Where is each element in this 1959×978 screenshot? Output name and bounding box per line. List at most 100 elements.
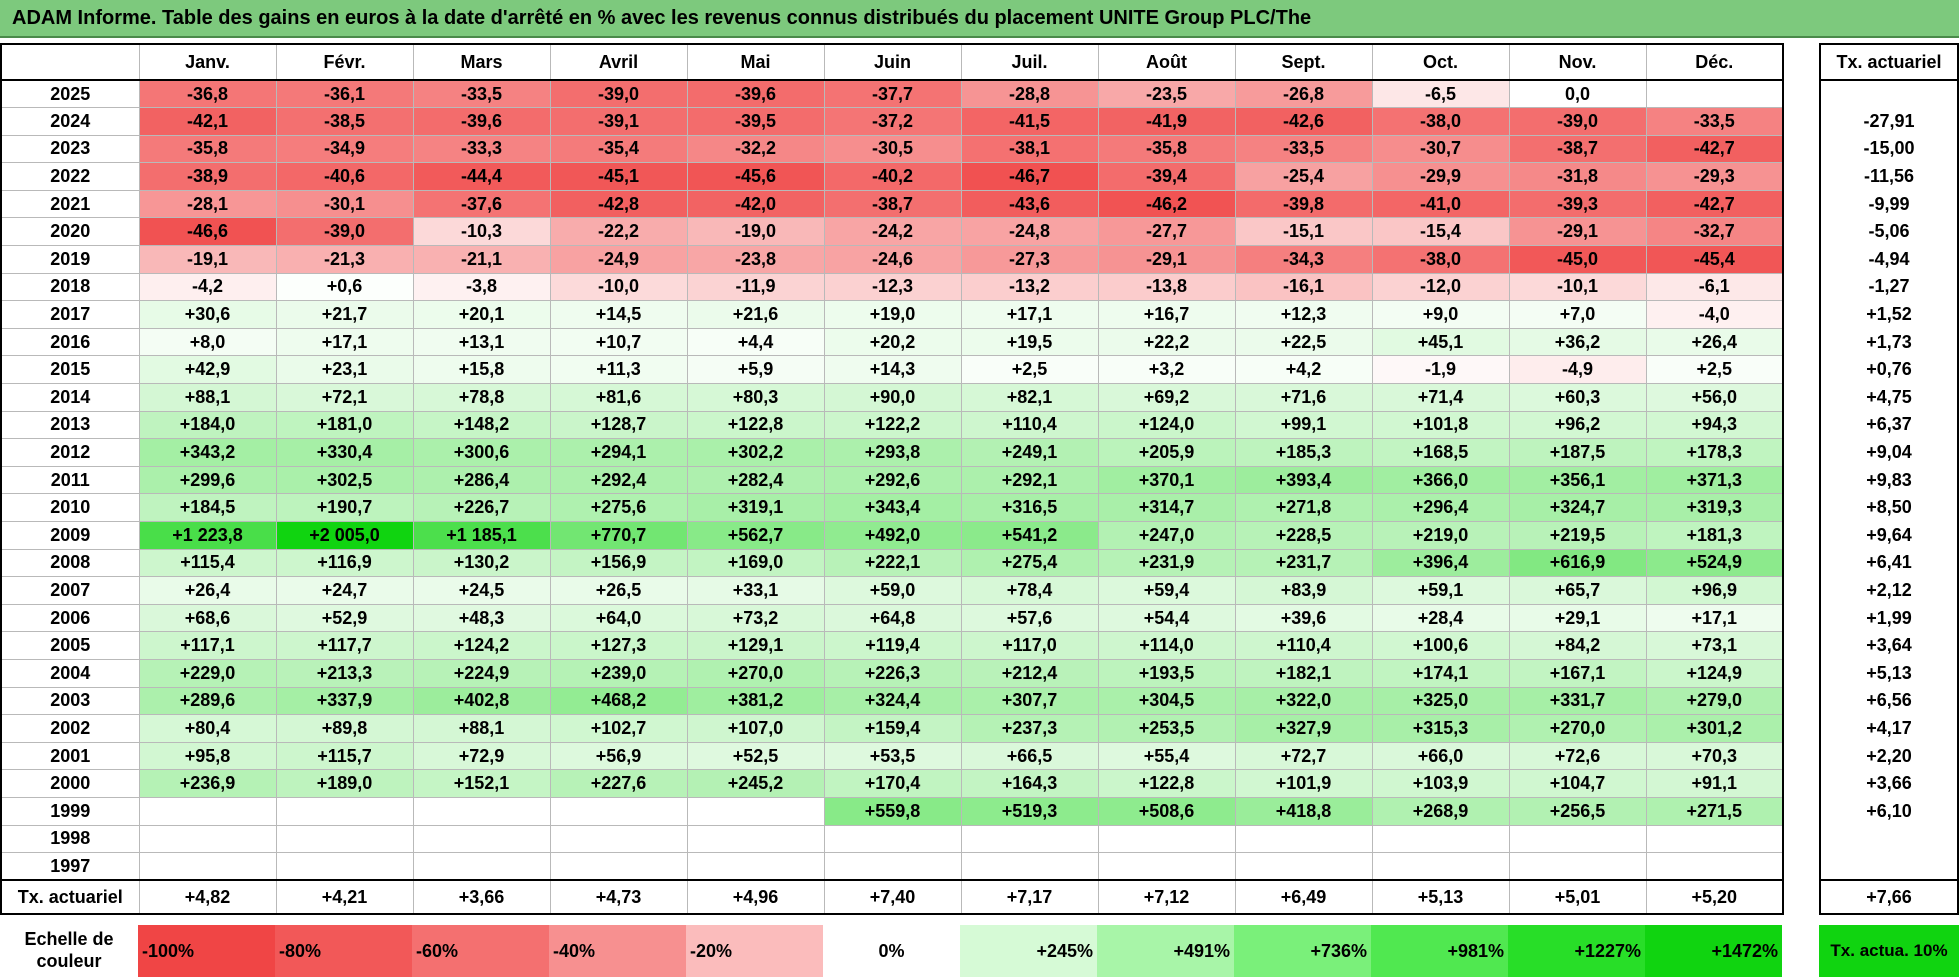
gain-cell: +301,2 bbox=[1645, 714, 1784, 743]
gain-cell: +101,9 bbox=[1234, 769, 1373, 798]
year-label: 2010 bbox=[0, 493, 140, 522]
year-row: 2021 -28,1 -30,1 -37,6 -42,8 -42,0 -38,7 -43,6-… bbox=[0, 189, 1784, 219]
gain-cell: +115,4 bbox=[138, 548, 277, 578]
gain-cell: +271,8 bbox=[1234, 493, 1373, 522]
gain-cell: +156,9 bbox=[549, 548, 688, 578]
gain-cell: +33,1 bbox=[686, 576, 825, 605]
gain-cell: +68,6 bbox=[138, 603, 277, 633]
year-row: 1997 bbox=[0, 852, 1784, 881]
gain-cell: -4,9 bbox=[1508, 355, 1647, 385]
gain-cell: +4,4 bbox=[686, 327, 825, 357]
actuarial-body: -27,91 -15,00 -11,56 -9,99 -5,06 -4,94 -1,27 +1… bbox=[1820, 80, 1958, 880]
gain-cell: -29,3 bbox=[1645, 162, 1784, 191]
year-label: 2003 bbox=[0, 686, 140, 716]
gain-cell: -43,6 bbox=[960, 189, 1099, 219]
gain-cell: +237,3 bbox=[960, 714, 1099, 743]
gain-cell: -15,1 bbox=[1234, 217, 1373, 247]
gain-cell: +64,0 bbox=[549, 603, 688, 633]
gain-cell bbox=[549, 824, 688, 854]
year-label: 2024 bbox=[0, 107, 140, 136]
gain-cell: +296,4 bbox=[1371, 493, 1510, 522]
gain-cell: +190,7 bbox=[275, 493, 414, 522]
gain-cell: -30,5 bbox=[823, 134, 962, 164]
gain-cell: +8,0 bbox=[138, 327, 277, 357]
gain-cell bbox=[549, 796, 688, 826]
gain-cell: +69,2 bbox=[1097, 383, 1236, 412]
gain-cell: +59,1 bbox=[1371, 576, 1510, 605]
legend-swatch: 0% bbox=[823, 925, 960, 977]
gain-cell: +316,5 bbox=[960, 493, 1099, 522]
gain-cell bbox=[686, 824, 825, 854]
gain-cell: -25,4 bbox=[1234, 162, 1373, 191]
gain-cell: +343,2 bbox=[138, 438, 277, 467]
gain-cell: +337,9 bbox=[275, 686, 414, 716]
month-header: Janv. bbox=[138, 43, 277, 81]
gain-cell: -45,1 bbox=[549, 162, 688, 191]
actuarial-rate-cell: +1,99 bbox=[1866, 607, 1912, 628]
gain-cell: -30,1 bbox=[275, 189, 414, 219]
gain-cell: -33,5 bbox=[412, 79, 551, 109]
gain-cell: +24,7 bbox=[275, 576, 414, 605]
gains-table-container: Janv. Févr. Mars Avril Mai Juin Juil. Août Sept.… bbox=[0, 43, 1784, 916]
gain-cell: -4,2 bbox=[138, 272, 277, 302]
actuarial-rate-cell: +8,50 bbox=[1866, 497, 1912, 518]
gain-cell: -38,7 bbox=[823, 189, 962, 219]
actuarial-rate-cell: +2,12 bbox=[1866, 579, 1912, 600]
gain-cell: +128,7 bbox=[549, 410, 688, 440]
footer-label: Tx. actuariel bbox=[0, 879, 140, 915]
gain-cell bbox=[412, 852, 551, 881]
gain-cell: +302,5 bbox=[275, 465, 414, 495]
gain-cell bbox=[1371, 852, 1510, 881]
gain-cell: +299,6 bbox=[138, 465, 277, 495]
gain-cell: +282,4 bbox=[686, 465, 825, 495]
gain-cell: +54,4 bbox=[1097, 603, 1236, 633]
gain-cell: -16,1 bbox=[1234, 272, 1373, 302]
gain-cell: -15,4 bbox=[1371, 217, 1510, 247]
legend-label: Echelle de couleur bbox=[24, 928, 114, 971]
gain-cell: +182,1 bbox=[1234, 658, 1373, 688]
gain-cell: +275,6 bbox=[549, 493, 688, 522]
actuarial-rate-cell: +9,64 bbox=[1866, 524, 1912, 545]
gain-cell: -29,1 bbox=[1508, 217, 1647, 247]
year-label: 2007 bbox=[0, 576, 140, 605]
year-row: 2010 +184,5 +190,7 +226,7 +275,6 +319,1 +343,4… bbox=[0, 493, 1784, 522]
gain-cell bbox=[138, 796, 277, 826]
gain-cell: -6,5 bbox=[1371, 79, 1510, 109]
gain-cell: -29,1 bbox=[1097, 245, 1236, 274]
gain-cell: +66,5 bbox=[960, 741, 1099, 771]
gain-cell: +226,7 bbox=[412, 493, 551, 522]
gain-cell: +371,3 bbox=[1645, 465, 1784, 495]
gain-cell: +226,3 bbox=[823, 658, 962, 688]
year-label: 2019 bbox=[0, 245, 140, 274]
gain-cell: -38,0 bbox=[1371, 107, 1510, 136]
gain-cell: +129,1 bbox=[686, 631, 825, 660]
gain-cell: +187,5 bbox=[1508, 438, 1647, 467]
gain-cell: +2,5 bbox=[1645, 355, 1784, 385]
gain-cell: +418,8 bbox=[1234, 796, 1373, 826]
year-label: 2017 bbox=[0, 300, 140, 329]
gain-cell: +84,2 bbox=[1508, 631, 1647, 660]
gain-cell: -32,7 bbox=[1645, 217, 1784, 247]
gain-cell: +330,4 bbox=[275, 438, 414, 467]
year-label: 1997 bbox=[0, 852, 140, 881]
gain-cell: -28,8 bbox=[960, 79, 1099, 109]
gain-cell: +304,5 bbox=[1097, 686, 1236, 716]
gain-cell: +56,9 bbox=[549, 741, 688, 771]
gain-cell: +2 005,0 bbox=[275, 521, 414, 550]
gain-cell: +289,6 bbox=[138, 686, 277, 716]
gain-cell: +307,7 bbox=[960, 686, 1099, 716]
gain-cell: +21,6 bbox=[686, 300, 825, 329]
actuarial-header: Tx. actuariel bbox=[1819, 43, 1959, 81]
gain-cell: +101,8 bbox=[1371, 410, 1510, 440]
actuarial-rate-cell: -9,99 bbox=[1868, 193, 1910, 214]
gain-cell: +181,0 bbox=[275, 410, 414, 440]
gain-cell: +17,1 bbox=[960, 300, 1099, 329]
year-label: 2012 bbox=[0, 438, 140, 467]
report-title-bar: ADAM Informe. Table des gains en euros à… bbox=[0, 0, 1959, 38]
gain-cell: +468,2 bbox=[549, 686, 688, 716]
year-label: 2014 bbox=[0, 383, 140, 412]
table-body: 2025 -36,8 -36,1 -33,5 -39,0 -39,6 -37,7 -28,8-… bbox=[0, 79, 1784, 881]
gain-cell: +115,7 bbox=[275, 741, 414, 771]
footer-rate-cell: +7,40 bbox=[823, 879, 962, 915]
gain-cell: +71,6 bbox=[1234, 383, 1373, 412]
